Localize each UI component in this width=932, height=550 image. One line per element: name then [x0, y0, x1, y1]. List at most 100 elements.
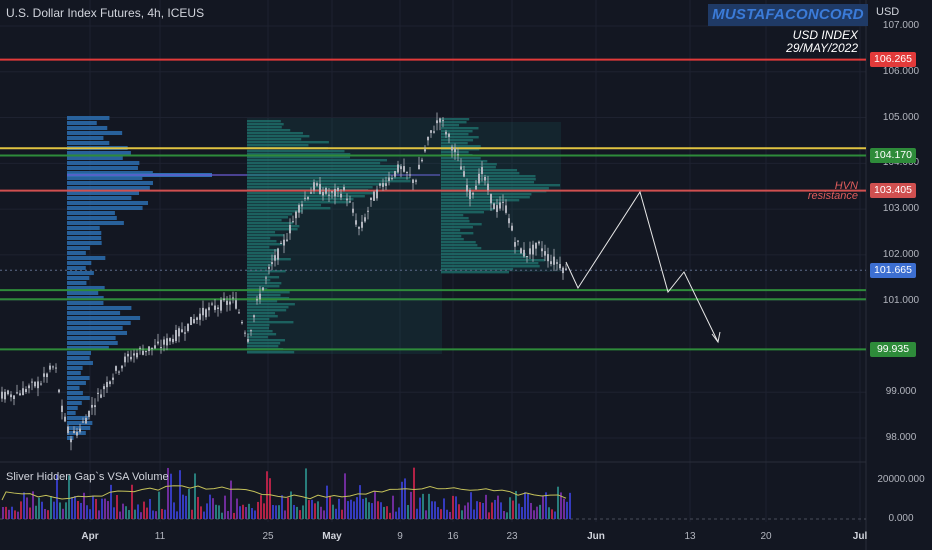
- candle-body: [556, 262, 558, 264]
- volume-profile-bar: [67, 401, 82, 405]
- volume-bar: [179, 470, 181, 519]
- volume-bar: [86, 505, 88, 519]
- volume-bar: [482, 502, 484, 519]
- volume-profile-bar: [67, 306, 132, 310]
- session-profile-bar: [247, 150, 345, 153]
- volume-bar: [524, 492, 526, 519]
- volume-bar: [272, 505, 274, 519]
- volume-bar: [221, 512, 223, 519]
- candle-body: [394, 171, 396, 177]
- candle-body: [427, 136, 429, 141]
- session-profile-bar: [247, 162, 381, 165]
- volume-profile-bar: [67, 256, 106, 260]
- volume-bar: [383, 506, 385, 519]
- candle-body: [64, 416, 66, 422]
- session-profile-bar: [247, 249, 278, 252]
- currency-label[interactable]: USD: [876, 6, 900, 18]
- volume-bar: [485, 494, 487, 519]
- volume-bar: [473, 509, 475, 519]
- candle-body: [10, 394, 12, 398]
- candle-body: [229, 301, 231, 305]
- session-profile-bar: [441, 133, 469, 136]
- candle-body: [79, 428, 81, 432]
- volume-profile-bar: [67, 291, 99, 295]
- volume-bar: [335, 508, 337, 519]
- candle-body: [463, 171, 465, 177]
- session-profile-bar: [247, 126, 282, 129]
- volume-bar: [65, 502, 67, 519]
- candle-body: [109, 381, 111, 385]
- volume-profile-bar: [67, 251, 86, 255]
- volume-bar: [416, 508, 418, 519]
- session-profile-bar: [247, 291, 290, 294]
- volume-profile-bar: [67, 216, 117, 220]
- price-tick-label: 103.000: [882, 203, 920, 215]
- session-profile-bar: [441, 253, 526, 256]
- volume-bar: [389, 512, 391, 519]
- candle-body: [133, 353, 135, 356]
- candle-body: [127, 353, 129, 357]
- volume-profile-bar: [67, 346, 109, 350]
- candle-body: [289, 224, 291, 234]
- candle-body: [445, 131, 447, 135]
- hvn-label: HVN: [834, 180, 858, 192]
- volume-bar: [506, 512, 508, 519]
- volume-profile-bar: [67, 396, 90, 400]
- candle-body: [442, 120, 444, 122]
- volume-bar: [491, 502, 493, 519]
- volume-bar: [284, 510, 286, 519]
- candle-body: [493, 203, 495, 210]
- volume-profile-bar: [67, 301, 104, 305]
- volume-bar: [521, 507, 523, 519]
- candle-body: [85, 418, 87, 424]
- volume-bar: [191, 509, 193, 519]
- price-tag: 104.170: [870, 148, 916, 164]
- volume-profile-bar: [67, 436, 74, 440]
- candle-body: [328, 194, 330, 196]
- volume-bar: [314, 503, 316, 519]
- volume-profile-bar: [67, 121, 97, 125]
- candle-body: [517, 240, 519, 242]
- session-profile-bar: [247, 264, 272, 267]
- volume-bar: [548, 507, 550, 519]
- volume-bar: [254, 510, 256, 519]
- indicator-title[interactable]: Sliver Hidden Gap`s VSA Volume: [6, 471, 169, 483]
- volume-profile-bar: [67, 181, 153, 185]
- price-tick-label: 105.000: [882, 111, 920, 123]
- candle-body: [13, 395, 15, 400]
- candle-body: [181, 329, 183, 333]
- volume-profile-bar: [67, 296, 104, 300]
- price-tick-label: 107.000: [882, 20, 920, 31]
- volume-bar: [530, 502, 532, 519]
- volume-bar: [140, 512, 142, 519]
- candle-body: [352, 208, 354, 213]
- volume-bar: [332, 504, 334, 519]
- volume-bar: [74, 496, 76, 519]
- candle-body: [166, 338, 168, 346]
- candle-body: [100, 394, 102, 398]
- volume-profile-bar: [67, 286, 105, 290]
- session-profile-bar: [247, 270, 286, 273]
- volume-profile-bar: [67, 186, 150, 190]
- session-profile-bar: [441, 265, 540, 268]
- volume-profile-bar: [67, 361, 93, 365]
- candle-body: [19, 393, 21, 396]
- session-profile-bar: [247, 318, 270, 321]
- volume-profile-bar: [67, 196, 132, 200]
- candle-body: [373, 191, 375, 201]
- volume-bar: [425, 510, 427, 519]
- volume-bar: [557, 486, 559, 519]
- session-profile-bar: [247, 201, 350, 204]
- session-profile-bar: [247, 252, 275, 255]
- session-profile-bar: [247, 141, 329, 144]
- candle-body: [538, 241, 540, 244]
- volume-profile-bar: [67, 231, 102, 235]
- volume-profile-bar: [67, 201, 149, 205]
- volume-profile-bar: [67, 351, 91, 355]
- candle-body: [472, 192, 474, 195]
- candle-body: [307, 197, 309, 200]
- candle-body: [232, 297, 234, 299]
- volume-bar: [209, 494, 211, 519]
